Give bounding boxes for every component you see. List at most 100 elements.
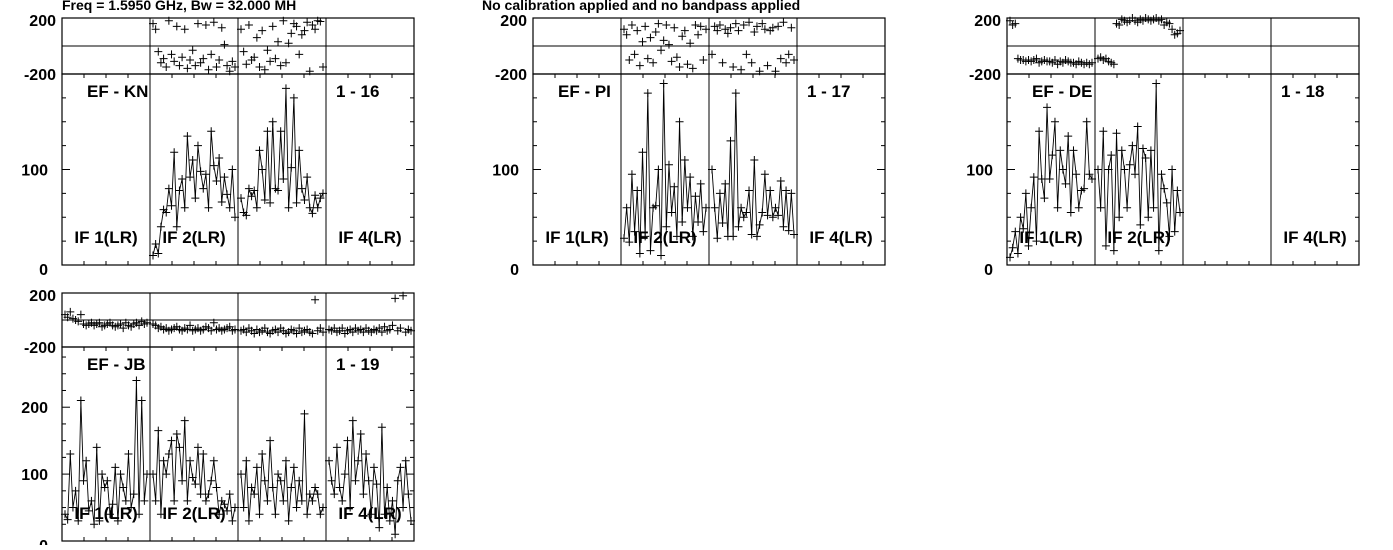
amplitude-point (231, 503, 239, 512)
if-label: IF 1(LR) (1019, 228, 1082, 247)
amplitude-point (201, 496, 210, 505)
amplitude-point (183, 496, 192, 505)
if-label: IF 1(LR) (74, 228, 137, 247)
amplitude-point (1131, 170, 1140, 179)
phase-point (167, 50, 176, 59)
phase-point (217, 23, 226, 32)
amplitude-point (121, 496, 130, 505)
phase-point (170, 57, 179, 66)
phase-point (292, 22, 301, 31)
phase-point (209, 318, 218, 327)
amplitude-point (250, 186, 259, 195)
phase-point (391, 294, 400, 303)
phase-point (154, 47, 163, 56)
amplitude-point (776, 176, 785, 185)
amplitude-point (1013, 249, 1022, 258)
amplitude-point (742, 208, 751, 217)
phase-point (260, 324, 269, 333)
amplitude-point (726, 136, 735, 145)
amplitude-point (137, 396, 146, 405)
if-label: IF 4(LR) (1283, 228, 1346, 247)
amplitude-point (1029, 173, 1038, 182)
phase-point (1165, 19, 1174, 28)
amplitude-point (1082, 117, 1091, 126)
amplitude-point (196, 167, 205, 176)
amplitude-trace (64, 380, 148, 525)
phase-point (723, 29, 732, 38)
phase-point (771, 67, 780, 76)
amplitude-point (1094, 165, 1102, 174)
amplitude-point (167, 201, 176, 210)
amplitude-point (1027, 203, 1036, 212)
amplitude-point (191, 194, 200, 203)
phase-point (702, 25, 710, 34)
amplitude-point (1024, 241, 1033, 250)
amplitude-point (702, 203, 710, 212)
amplitude-point (760, 170, 769, 179)
phase-point (696, 22, 705, 31)
amplitude-point (625, 238, 634, 247)
if-label: IF 4(LR) (338, 504, 401, 523)
baseline-label: EF - DE (1032, 82, 1092, 101)
amplitude-point (708, 165, 716, 174)
phase-point (303, 18, 312, 27)
amplitude-tick-label: 200 (21, 400, 48, 417)
amplitude-point (204, 203, 213, 212)
phase-point (281, 58, 290, 67)
amplitude-point (188, 473, 197, 482)
phase-point (279, 16, 288, 25)
phase-point (649, 58, 658, 67)
phase-point (407, 326, 415, 335)
phase-point (1109, 60, 1118, 69)
amplitude-point (1165, 232, 1174, 241)
phase-point (188, 46, 197, 55)
amplitude-point (1160, 184, 1169, 193)
amplitude-point (204, 490, 213, 499)
amplitude-point (325, 456, 333, 465)
amplitude-point (116, 470, 125, 479)
phase-point (715, 21, 724, 29)
amplitude-point (172, 222, 181, 231)
amplitude-point (164, 184, 173, 193)
amplitude-point (178, 175, 187, 184)
phase-point (74, 317, 83, 326)
phase-point (266, 57, 275, 66)
amplitude-point (332, 443, 341, 452)
phase-point (678, 32, 687, 41)
amplitude-point (715, 189, 724, 198)
phase-point (199, 54, 208, 63)
amplitude-point (154, 249, 163, 258)
phase-point (713, 26, 722, 35)
phase-point (377, 328, 386, 337)
amplitude-point (1050, 117, 1059, 126)
amplitude-point (718, 218, 727, 227)
amplitude-point (193, 141, 202, 150)
amplitude-point (1011, 227, 1020, 236)
amplitude-point (164, 450, 173, 459)
amplitude-point (237, 194, 245, 203)
amplitude-point (1066, 208, 1075, 217)
amplitude-point (1138, 144, 1147, 153)
amplitude-point (1109, 246, 1118, 255)
amplitude-point (76, 396, 85, 405)
amplitude-point (638, 148, 647, 157)
amplitude-point (407, 516, 415, 525)
amplitude-point (284, 516, 293, 525)
amplitude-point (212, 483, 221, 492)
amplitude-point (316, 510, 325, 519)
amplitude-point (734, 222, 743, 231)
amplitude-point (247, 483, 256, 492)
amplitude-point (1144, 213, 1153, 222)
amplitude-point (657, 251, 666, 260)
phase-point (338, 324, 347, 333)
amplitude-trace (1097, 83, 1181, 251)
phase-point (787, 23, 796, 32)
amplitude-point (151, 239, 160, 248)
amplitude-point (162, 208, 171, 217)
phase-point (284, 39, 293, 48)
phase-point (1088, 58, 1096, 67)
phase-point (308, 329, 317, 338)
phase-point (721, 25, 730, 34)
amplitude-point (313, 203, 322, 212)
